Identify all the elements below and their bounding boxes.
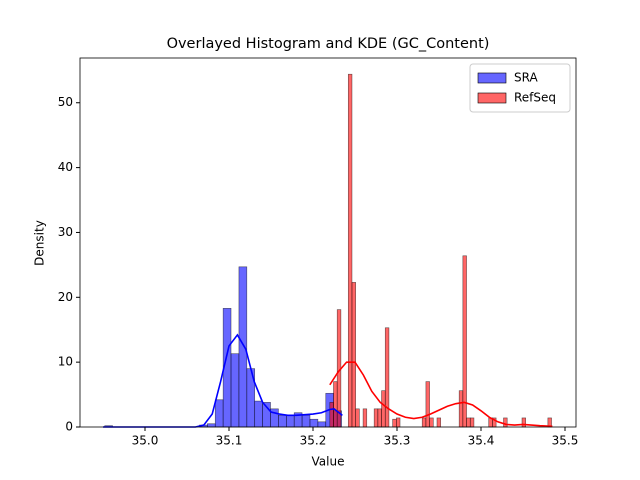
histogram-bar bbox=[285, 415, 295, 428]
histogram-bar bbox=[278, 415, 287, 428]
histogram-bar bbox=[469, 417, 475, 428]
histogram-bar bbox=[458, 390, 464, 428]
histogram-bar bbox=[377, 408, 382, 428]
legend-label: RefSeq bbox=[514, 91, 556, 105]
x-tick-label: 35.3 bbox=[384, 434, 411, 448]
histogram-bar bbox=[521, 417, 526, 428]
legend-swatch bbox=[477, 72, 507, 84]
histogram-bar bbox=[207, 423, 216, 428]
histogram-bar bbox=[466, 417, 471, 428]
histogram-bar bbox=[333, 381, 338, 428]
histogram-bar bbox=[503, 417, 508, 428]
x-tick-label: 35.2 bbox=[300, 434, 327, 448]
y-tick-label: 0 bbox=[65, 420, 73, 434]
histogram-bar bbox=[355, 408, 360, 428]
y-tick-label: 40 bbox=[58, 160, 73, 174]
histogram-bar bbox=[381, 390, 386, 428]
kde-line bbox=[329, 361, 553, 428]
y-tick-label: 50 bbox=[58, 95, 73, 109]
histogram-bar bbox=[384, 327, 390, 428]
plot-frame bbox=[79, 57, 577, 428]
histogram-bar bbox=[238, 266, 248, 428]
histogram-bar bbox=[351, 282, 356, 428]
histogram-bar bbox=[301, 415, 311, 428]
histogram-bar bbox=[362, 408, 368, 428]
kde-line bbox=[103, 333, 343, 428]
y-tick-label: 30 bbox=[58, 225, 73, 239]
histogram-bar bbox=[396, 417, 401, 428]
histogram-bar bbox=[347, 73, 353, 428]
histogram-bar bbox=[429, 417, 434, 428]
x-tick-label: 35.4 bbox=[468, 434, 495, 448]
x-tick-label: 35.5 bbox=[552, 434, 579, 448]
histogram-bar bbox=[436, 417, 441, 428]
histogram-bar bbox=[421, 417, 427, 428]
histogram-bar bbox=[214, 399, 224, 428]
chart-title: Overlayed Histogram and KDE (GC_Content) bbox=[167, 36, 490, 52]
y-tick-label: 20 bbox=[58, 290, 73, 304]
histogram-bar bbox=[373, 408, 379, 428]
histogram-bar bbox=[230, 353, 240, 428]
y-tick-label: 10 bbox=[58, 355, 73, 369]
y-axis-label: Density bbox=[33, 220, 47, 266]
legend: SRA RefSeq bbox=[469, 63, 571, 113]
legend-swatch bbox=[477, 92, 507, 104]
histogram-bar bbox=[462, 255, 467, 428]
x-tick-label: 35.1 bbox=[216, 434, 243, 448]
legend-label: SRA bbox=[514, 71, 538, 85]
histogram-bar bbox=[309, 418, 319, 428]
histogram-bar bbox=[317, 421, 327, 428]
histogram-bar bbox=[425, 381, 430, 428]
histogram-bar bbox=[392, 418, 397, 428]
histogram-bar bbox=[329, 402, 334, 428]
x-tick-label: 35.0 bbox=[132, 434, 159, 448]
x-axis-label: Value bbox=[312, 455, 345, 469]
histogram-bar bbox=[254, 400, 263, 428]
